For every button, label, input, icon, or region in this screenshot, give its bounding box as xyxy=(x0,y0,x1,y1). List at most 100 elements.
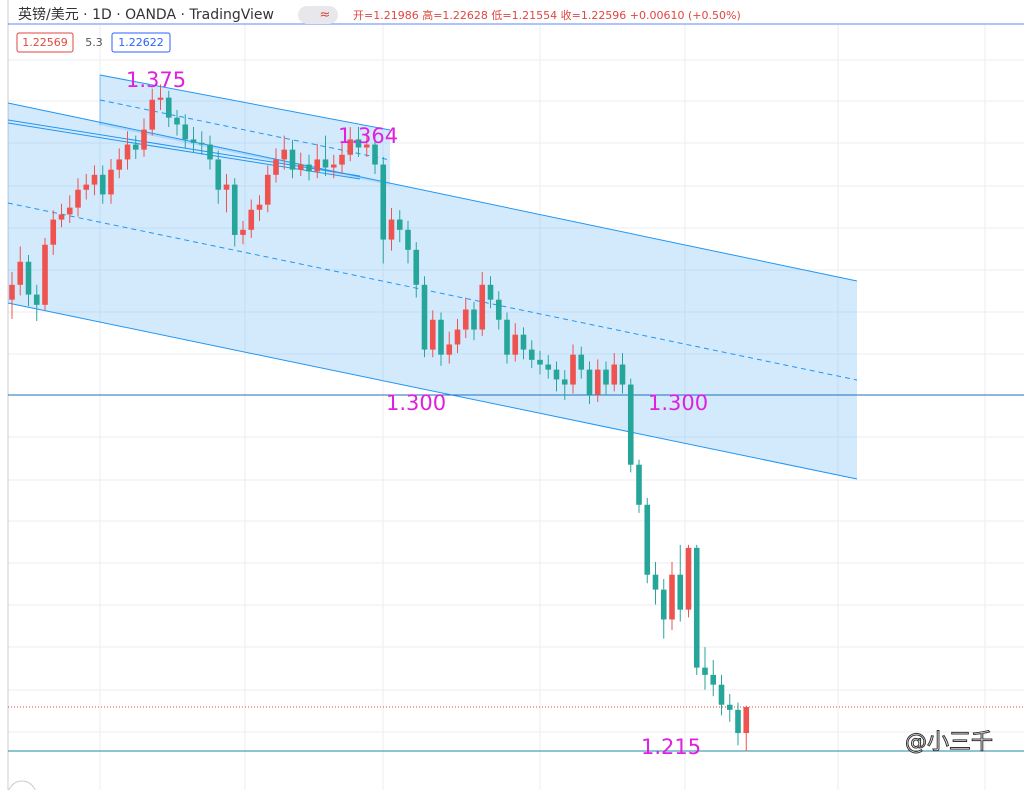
candle-body xyxy=(264,174,271,205)
candle-body xyxy=(504,319,510,355)
ohlc: 开=1.21986 高=1.22628 低=1.21554 收=1.22596 … xyxy=(353,8,741,22)
candle-body xyxy=(652,574,659,590)
candle-body xyxy=(33,294,40,305)
candle-body xyxy=(99,174,106,195)
candle-body xyxy=(157,97,164,100)
candle-body xyxy=(339,154,345,165)
candle-body xyxy=(355,139,362,148)
candle-body xyxy=(396,219,403,230)
candle-body xyxy=(726,704,733,710)
candle-body xyxy=(644,504,651,575)
annotation: 1.215 xyxy=(641,735,701,759)
candle-body xyxy=(198,142,205,145)
candle-body xyxy=(718,684,725,705)
candle-body xyxy=(429,319,436,350)
candle-body xyxy=(132,144,139,150)
candle-body xyxy=(174,117,180,125)
candle-body xyxy=(165,97,172,118)
candle-body xyxy=(50,219,57,245)
candle-body xyxy=(603,369,609,385)
toggle-pill[interactable] xyxy=(298,6,338,24)
candle-body xyxy=(570,354,576,385)
candle-body xyxy=(17,261,24,285)
candle-body xyxy=(735,709,741,734)
candle-body xyxy=(314,159,321,172)
candle-body xyxy=(372,144,378,165)
annotation: 1.300 xyxy=(648,391,708,415)
candle-body xyxy=(471,309,477,330)
candle-body xyxy=(231,184,238,235)
candle-body xyxy=(25,261,32,295)
candle-body xyxy=(306,164,312,172)
candle-body xyxy=(322,159,329,168)
candle-body xyxy=(438,319,444,355)
toggle[interactable]: ≈ xyxy=(320,8,331,23)
candle-body xyxy=(75,189,81,208)
candle-body xyxy=(619,364,626,385)
badge-text: 1.22569 xyxy=(22,36,68,49)
candle-body xyxy=(462,309,469,330)
candle-body xyxy=(281,149,288,160)
candle-body xyxy=(405,229,411,250)
corner-button[interactable] xyxy=(8,780,36,790)
candle-body xyxy=(685,547,692,610)
candle-body xyxy=(586,369,593,395)
candle-body xyxy=(149,99,156,130)
badge xyxy=(16,32,74,53)
candle-body xyxy=(446,344,453,355)
candle-body xyxy=(182,124,189,140)
candle-body xyxy=(256,204,263,210)
candle-body xyxy=(380,164,387,240)
candle-body xyxy=(289,149,296,170)
candle-body xyxy=(421,284,428,350)
badge xyxy=(111,32,171,53)
candle-body xyxy=(561,379,568,385)
candle-body xyxy=(83,184,90,190)
candle-body xyxy=(512,334,519,355)
candle-body xyxy=(413,249,420,285)
candle-body xyxy=(215,159,222,190)
candle-body xyxy=(58,214,65,220)
candle-body xyxy=(479,284,486,330)
candle-body xyxy=(108,169,114,195)
candle-body xyxy=(248,209,255,230)
annotation: 1.300 xyxy=(386,391,446,415)
candle-body xyxy=(223,184,230,190)
candle-body xyxy=(207,144,213,160)
drawings xyxy=(7,74,1024,752)
candle-body xyxy=(116,159,123,170)
candle-body xyxy=(363,144,370,148)
candle-body xyxy=(677,574,684,610)
candle-body xyxy=(388,219,395,240)
candle-body xyxy=(702,667,708,675)
grid xyxy=(8,25,1024,790)
candle-body xyxy=(42,244,48,305)
candle-body xyxy=(545,364,552,370)
symbol-title: 英镑/美元 · 1D · OANDA · TradingView xyxy=(18,6,274,23)
candle-body xyxy=(660,589,667,620)
candle-body xyxy=(528,349,535,360)
candle-body xyxy=(594,369,601,395)
candle-body xyxy=(487,284,494,300)
candle-body xyxy=(743,707,750,734)
candle-body xyxy=(91,174,98,185)
watermark: @小三千 xyxy=(905,730,993,755)
candle-body xyxy=(190,139,197,143)
candle-body xyxy=(330,164,337,168)
candle-body xyxy=(9,284,15,300)
annotation: 1.364 xyxy=(338,124,398,148)
candle-body xyxy=(627,384,634,465)
candle-body xyxy=(710,674,717,685)
candles xyxy=(9,84,750,752)
candle-body xyxy=(611,364,618,385)
badge-text: 1.22622 xyxy=(118,36,164,49)
candle-body xyxy=(240,229,246,235)
candle-body xyxy=(141,129,147,150)
candle-body xyxy=(636,464,642,505)
candle-body xyxy=(553,369,560,380)
candle-body xyxy=(66,207,73,215)
candle-body xyxy=(693,547,700,668)
candle-body xyxy=(347,139,354,155)
